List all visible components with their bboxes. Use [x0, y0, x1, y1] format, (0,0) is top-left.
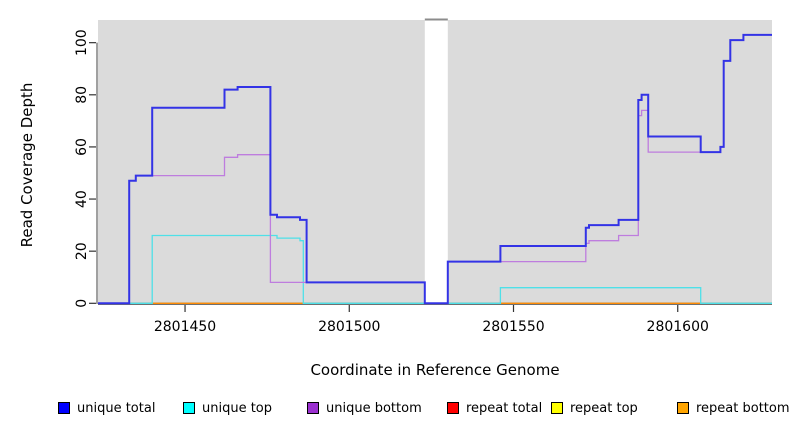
legend-label: repeat bottom	[696, 400, 790, 416]
legend-item-unique-total: unique total	[58, 398, 155, 418]
plot-canvas: 2801450 2801500 2801550 2801600 0 20 40 60 80 100	[74, 18, 772, 335]
y-tick-label: 0	[74, 299, 90, 308]
unique-top-swatch-icon	[183, 402, 195, 414]
legend-item-unique-top: unique top	[183, 398, 272, 418]
repeat-bottom-swatch-icon	[677, 402, 689, 414]
series-unique-top-line	[98, 234, 772, 304]
unique-total-swatch-icon	[58, 402, 70, 414]
y-tick-label: 20	[74, 242, 90, 260]
x-tick-label: 2801550	[482, 319, 544, 335]
repeat-total-swatch-icon	[447, 402, 459, 414]
legend-label: unique total	[77, 400, 156, 416]
series-unique-total-line	[98, 33, 772, 305]
legend: unique total unique top unique bottom re…	[0, 398, 792, 422]
y-tick-label: 60	[74, 138, 90, 156]
legend-item-repeat-total: repeat total	[447, 398, 542, 418]
x-tick-label: 2801600	[647, 319, 709, 335]
legend-label: unique top	[202, 400, 273, 416]
coverage-gap-band	[424, 20, 448, 304]
x-axis-title: Coordinate in Reference Genome	[310, 361, 560, 379]
legend-label: repeat top	[570, 400, 638, 416]
x-tick-label: 2801500	[318, 319, 380, 335]
legend-item-repeat-bottom: repeat bottom	[677, 398, 790, 418]
legend-item-unique-bottom: unique bottom	[307, 398, 422, 418]
legend-label: unique bottom	[326, 400, 422, 416]
unique-bottom-swatch-icon	[307, 402, 319, 414]
legend-item-repeat-top: repeat top	[551, 398, 638, 418]
y-tick-label: 80	[74, 86, 90, 104]
y-tick-label: 100	[74, 29, 90, 56]
y-tick-label: 40	[74, 190, 90, 208]
repeat-top-swatch-icon	[551, 402, 563, 414]
y-axis-title: Read Coverage Depth	[18, 82, 36, 248]
x-tick-label: 2801450	[154, 319, 216, 335]
legend-label: repeat total	[466, 400, 543, 416]
